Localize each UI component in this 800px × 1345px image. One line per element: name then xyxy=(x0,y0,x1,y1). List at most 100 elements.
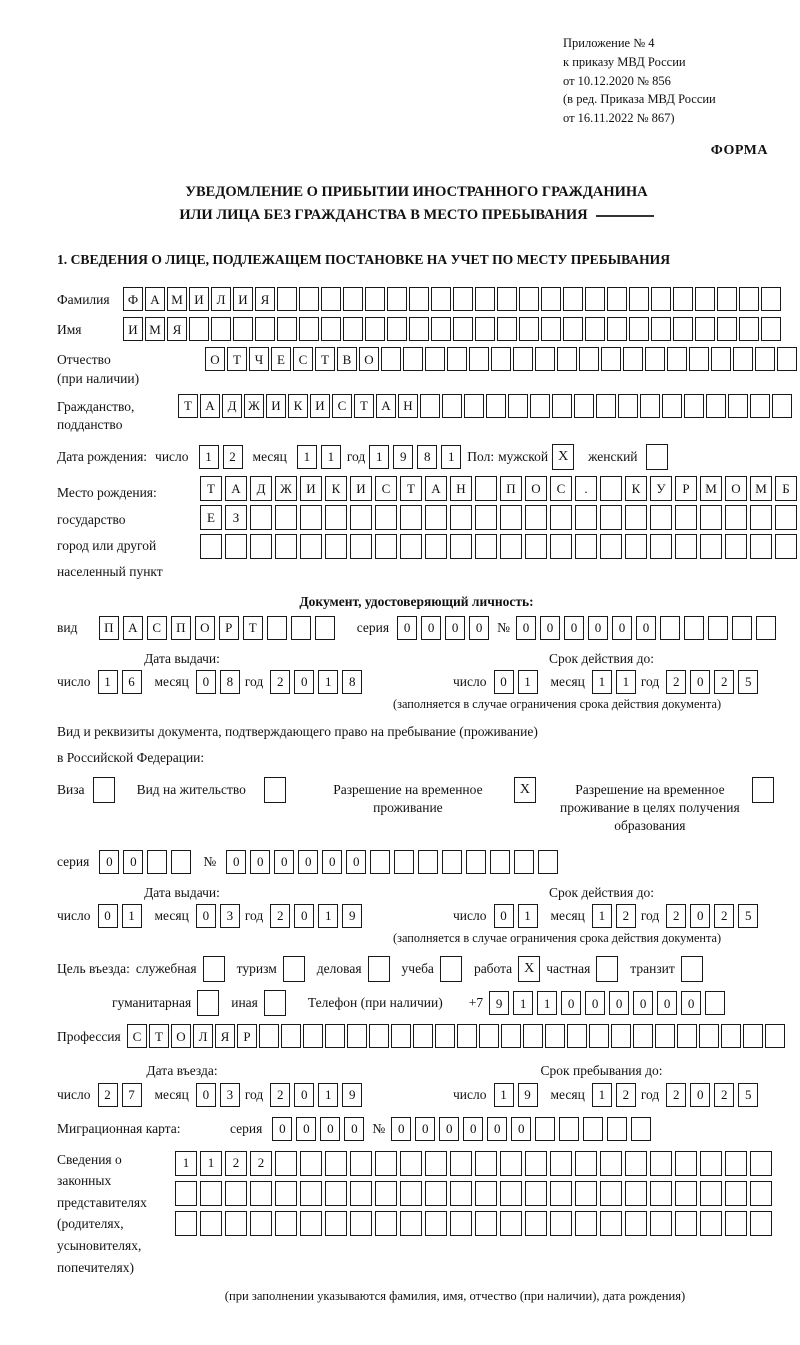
char-cell[interactable]: 1 xyxy=(517,669,538,694)
char-cell[interactable] xyxy=(303,1024,323,1049)
char-cell[interactable] xyxy=(394,849,415,874)
char-cell[interactable]: С xyxy=(293,347,313,372)
char-cell[interactable] xyxy=(535,1116,556,1141)
char-cell[interactable] xyxy=(275,534,297,560)
char-cell[interactable]: 0 xyxy=(469,615,490,640)
char-cell[interactable]: 2 xyxy=(250,1150,272,1176)
char-cell[interactable] xyxy=(497,287,517,312)
char-cell[interactable]: С xyxy=(127,1024,147,1049)
char-cell[interactable] xyxy=(347,1024,367,1049)
char-cell[interactable] xyxy=(750,505,772,531)
char-cell[interactable] xyxy=(147,849,168,874)
char-cell[interactable] xyxy=(425,505,447,531)
char-cell[interactable]: 1 xyxy=(537,991,558,1016)
purpose-work-checkbox[interactable]: X xyxy=(518,956,541,983)
char-cell[interactable] xyxy=(777,347,797,372)
char-cell[interactable] xyxy=(775,505,797,531)
char-cell[interactable] xyxy=(750,1150,772,1176)
char-cell[interactable]: Т xyxy=(178,393,198,418)
char-cell[interactable] xyxy=(486,393,506,418)
char-cell[interactable]: 1 xyxy=(513,991,534,1016)
char-cell[interactable] xyxy=(700,505,722,531)
purpose-humanitarian-checkbox[interactable] xyxy=(197,990,220,1017)
char-cell[interactable] xyxy=(275,505,297,531)
char-cell[interactable] xyxy=(765,1024,785,1049)
char-cell[interactable] xyxy=(675,534,697,560)
char-cell[interactable] xyxy=(403,347,423,372)
char-cell[interactable]: Т xyxy=(315,347,335,372)
char-cell[interactable]: 9 xyxy=(517,1082,538,1107)
char-cell[interactable] xyxy=(625,505,647,531)
char-cell[interactable] xyxy=(629,287,649,312)
char-cell[interactable]: 0 xyxy=(561,991,582,1016)
char-cell[interactable] xyxy=(684,393,704,418)
char-cell[interactable]: 0 xyxy=(397,615,418,640)
char-cell[interactable] xyxy=(375,534,397,560)
char-cell[interactable] xyxy=(450,534,472,560)
char-cell[interactable] xyxy=(650,505,672,531)
char-cell[interactable] xyxy=(299,287,319,312)
visa-checkbox[interactable] xyxy=(92,776,115,803)
char-cell[interactable]: 2 xyxy=(615,903,636,928)
char-cell[interactable] xyxy=(575,505,597,531)
char-cell[interactable]: О xyxy=(171,1024,191,1049)
char-cell[interactable] xyxy=(211,317,231,342)
char-cell[interactable] xyxy=(277,317,297,342)
char-cell[interactable]: Я xyxy=(167,317,187,342)
char-cell[interactable]: 5 xyxy=(738,1082,759,1107)
char-cell[interactable]: К xyxy=(325,476,347,502)
char-cell[interactable] xyxy=(500,1180,522,1206)
char-cell[interactable] xyxy=(450,1210,472,1236)
char-cell[interactable]: 0 xyxy=(346,849,367,874)
char-cell[interactable]: 0 xyxy=(294,903,315,928)
char-cell[interactable] xyxy=(756,615,776,640)
char-cell[interactable] xyxy=(409,317,429,342)
char-cell[interactable]: 2 xyxy=(666,1082,687,1107)
birthplace-cells-row3[interactable] xyxy=(200,534,797,560)
char-cell[interactable]: Т xyxy=(354,393,374,418)
purpose-study-checkbox[interactable] xyxy=(439,956,462,983)
char-cell[interactable]: 0 xyxy=(274,849,295,874)
char-cell[interactable]: 2 xyxy=(97,1082,118,1107)
char-cell[interactable]: 0 xyxy=(657,991,678,1016)
char-cell[interactable] xyxy=(706,393,726,418)
char-cell[interactable] xyxy=(607,287,627,312)
char-cell[interactable] xyxy=(321,287,341,312)
representatives-cells-row3[interactable] xyxy=(175,1210,772,1236)
char-cell[interactable]: А xyxy=(225,476,247,502)
char-cell[interactable]: Е xyxy=(200,505,222,531)
char-cell[interactable] xyxy=(651,287,671,312)
char-cell[interactable] xyxy=(442,393,462,418)
char-cell[interactable] xyxy=(650,1210,672,1236)
char-cell[interactable] xyxy=(651,317,671,342)
char-cell[interactable] xyxy=(732,615,752,640)
char-cell[interactable]: 1 xyxy=(121,903,142,928)
char-cell[interactable] xyxy=(650,534,672,560)
char-cell[interactable] xyxy=(275,1180,297,1206)
char-cell[interactable]: 2 xyxy=(270,669,291,694)
char-cell[interactable] xyxy=(387,317,407,342)
char-cell[interactable] xyxy=(200,534,222,560)
char-cell[interactable]: 0 xyxy=(540,615,560,640)
char-cell[interactable]: 2 xyxy=(714,669,735,694)
char-cell[interactable]: 0 xyxy=(445,615,466,640)
char-cell[interactable]: И xyxy=(233,287,253,312)
char-cell[interactable] xyxy=(500,534,522,560)
char-cell[interactable] xyxy=(717,287,737,312)
char-cell[interactable] xyxy=(508,393,528,418)
char-cell[interactable] xyxy=(225,534,247,560)
char-cell[interactable] xyxy=(466,849,487,874)
char-cell[interactable] xyxy=(250,534,272,560)
char-cell[interactable]: А xyxy=(425,476,447,502)
char-cell[interactable]: Я xyxy=(215,1024,235,1049)
